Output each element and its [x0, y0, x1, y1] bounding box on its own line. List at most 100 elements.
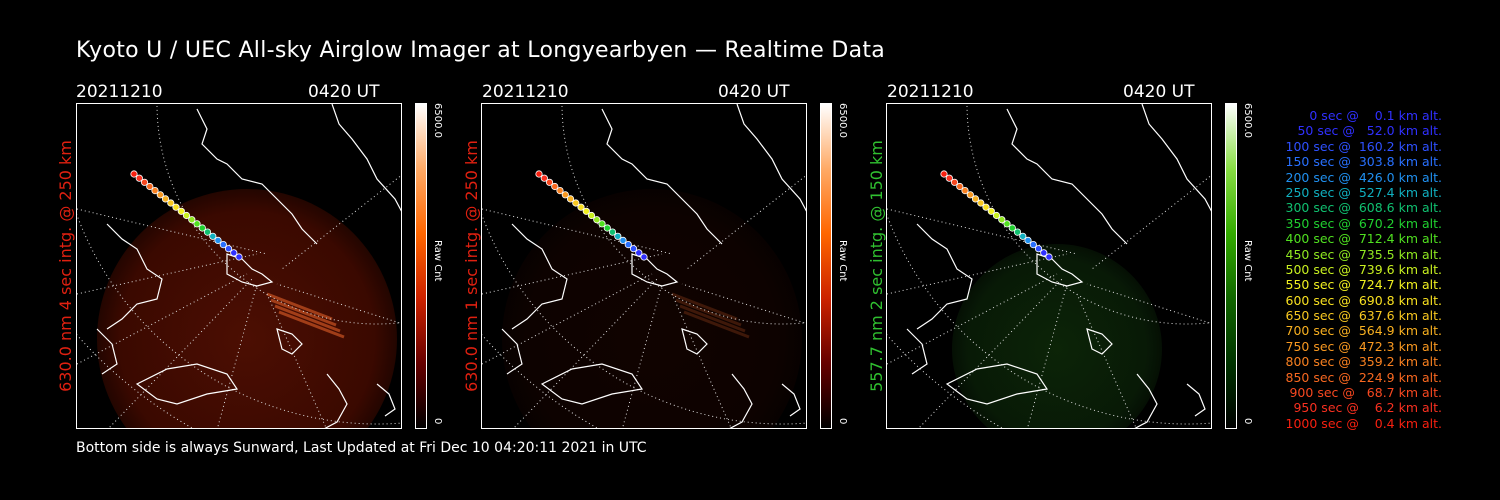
coastline	[331, 104, 401, 212]
panel-3-date: 20211210	[887, 82, 974, 102]
legend-row: 350 sec @ 670.2 km alt.	[1285, 215, 1442, 231]
coastline	[511, 223, 568, 330]
panel-2-colorbar-max: 6500.0	[837, 103, 848, 138]
trajectory-point	[635, 249, 643, 257]
coastline	[736, 104, 806, 212]
trajectory-point	[151, 187, 159, 195]
legend-row: 500 sec @ 739.6 km alt.	[1285, 261, 1442, 277]
legend-row: 550 sec @ 724.7 km alt.	[1285, 277, 1442, 293]
trajectory-point	[167, 199, 175, 207]
trajectory-point	[572, 199, 580, 207]
trajectory-point	[230, 249, 238, 257]
trajectory-point	[608, 228, 617, 236]
trajectory-point	[219, 241, 227, 249]
trajectory-point	[135, 174, 143, 182]
coastline	[1086, 328, 1113, 355]
panel-2-date: 20211210	[482, 82, 569, 102]
coastline	[945, 363, 1049, 405]
trajectory-point	[198, 224, 206, 232]
trajectory-point	[1008, 224, 1016, 232]
legend-row: 750 sec @ 472.3 km alt.	[1285, 338, 1442, 354]
trajectory-point	[535, 170, 543, 178]
panel-3-time: 0420 UT	[1123, 82, 1195, 102]
trajectory-point	[161, 195, 170, 203]
legend-row: 50 sec @ 52.0 km alt.	[1297, 123, 1442, 139]
coastline	[1006, 108, 1128, 245]
coastline	[324, 373, 348, 428]
coastline	[540, 363, 644, 405]
trajectory-point	[971, 195, 980, 203]
legend-row: 850 sec @ 224.9 km alt.	[1285, 369, 1442, 385]
panel-2-image	[481, 103, 807, 429]
coastline	[501, 328, 523, 375]
trajectory-point	[966, 191, 974, 199]
aurora-streak	[266, 292, 333, 321]
aurora-streak	[274, 304, 341, 333]
trajectory-point	[224, 245, 233, 253]
trajectory-point	[561, 191, 569, 199]
legend-row: 200 sec @ 426.0 km alt.	[1285, 169, 1442, 185]
airglow-disc	[502, 189, 802, 428]
trajectory-point	[1019, 232, 1027, 240]
trajectory-point	[629, 245, 638, 253]
aurora-streak	[278, 310, 345, 339]
grid-meridian	[1091, 174, 1211, 270]
trajectory-point	[182, 211, 191, 220]
coastline	[135, 363, 239, 405]
legend-row: 1000 sec @ 0.4 km alt.	[1285, 415, 1442, 431]
coastline	[1141, 104, 1211, 212]
legend-row: 400 sec @ 712.4 km alt.	[1285, 231, 1442, 247]
airglow-disc	[97, 189, 397, 428]
legend-row: 150 sec @ 303.8 km alt.	[1285, 154, 1442, 170]
aurora-streak	[671, 292, 738, 321]
coastline	[916, 223, 973, 330]
trajectory-point	[961, 187, 969, 195]
grid-meridian	[482, 208, 673, 255]
trajectory-point	[156, 191, 164, 199]
panel-2-colorbar-unit: Raw Cnt	[837, 240, 848, 282]
coastline	[196, 108, 318, 245]
trajectory-point	[214, 236, 222, 244]
trajectory-point	[188, 216, 196, 224]
altitude-legend: 0 sec @ 0.1 km alt. 50 sec @ 52.0 km alt…	[1262, 108, 1442, 431]
trajectory-point	[235, 253, 243, 261]
panel-1-wavelength-label: 630.0 nm 4 sec intg. @ 250 km	[56, 140, 75, 392]
trajectory-point	[593, 216, 601, 224]
grid-meridian	[887, 208, 1078, 255]
coastline	[631, 253, 679, 287]
trajectory-point	[1024, 236, 1032, 244]
trajectory-point	[982, 203, 990, 211]
trajectory-point	[998, 216, 1006, 224]
trajectory-point	[193, 220, 201, 228]
panel-2-colorbar	[820, 103, 832, 429]
trajectory-point	[1013, 228, 1022, 236]
trajectory-point	[545, 178, 554, 186]
grid-meridian	[482, 273, 653, 365]
trajectory-point	[1040, 249, 1048, 257]
trajectory-point	[556, 187, 564, 195]
trajectory-point	[551, 182, 559, 191]
coastline	[376, 383, 396, 417]
coastline	[226, 253, 274, 287]
grid-meridian	[77, 253, 258, 295]
legend-row: 100 sec @ 160.2 km alt.	[1285, 138, 1442, 154]
coastline	[276, 328, 303, 355]
airglow-disc	[952, 244, 1162, 428]
trajectory-point	[956, 182, 964, 191]
panel-1-date: 20211210	[76, 82, 163, 102]
legend-row: 0 sec @ 0.1 km alt.	[1309, 108, 1442, 123]
trajectory-point	[566, 195, 575, 203]
legend-row: 650 sec @ 637.6 km alt.	[1285, 308, 1442, 324]
trajectory-point	[624, 241, 632, 249]
trajectory-point	[209, 232, 217, 240]
legend-row: 900 sec @ 68.7 km alt.	[1289, 385, 1442, 401]
trajectory-point	[1029, 241, 1037, 249]
coastline	[1186, 383, 1206, 417]
trajectory-point	[987, 207, 995, 215]
trajectory-point	[992, 211, 1001, 220]
legend-row: 950 sec @ 6.2 km alt.	[1293, 400, 1442, 416]
panel-3-image	[886, 103, 1212, 429]
aurora-streak	[675, 298, 742, 327]
panel-1-colorbar-unit: Raw Cnt	[432, 240, 443, 282]
trajectory-point	[603, 224, 611, 232]
